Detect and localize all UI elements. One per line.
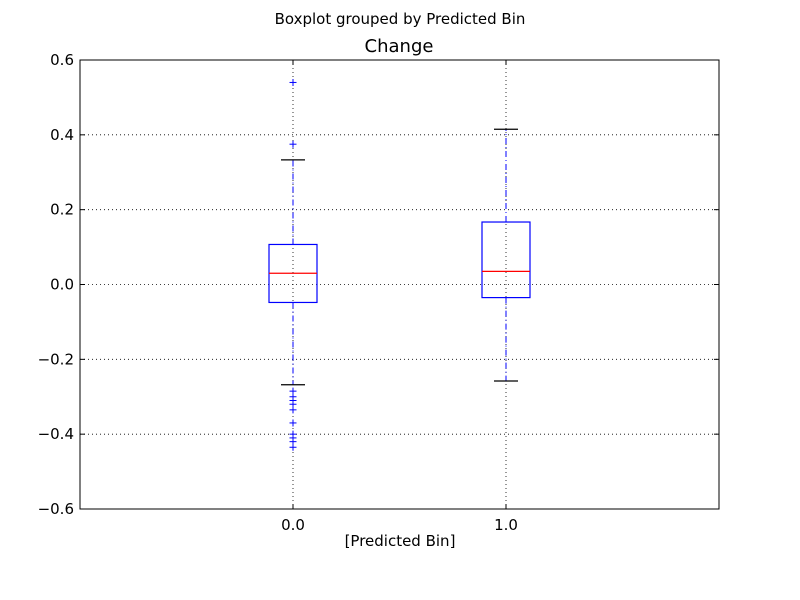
y-tick-label: 0.4	[50, 126, 74, 144]
box-group	[268, 78, 318, 451]
box-group	[481, 128, 531, 382]
chart-suptitle: Boxplot grouped by Predicted Bin	[275, 10, 526, 28]
plot-area-frame	[79, 59, 720, 510]
outlier-point	[289, 419, 297, 427]
outlier-point	[289, 406, 297, 414]
chart-title: Change	[365, 36, 434, 57]
y-tick-label: 0.6	[50, 51, 74, 69]
outlier-point	[289, 140, 297, 148]
y-tick-label: −0.6	[38, 500, 74, 518]
x-axis-label: [Predicted Bin]	[345, 532, 456, 550]
box-iqr	[481, 221, 531, 299]
x-tick-label: 1.0	[494, 516, 518, 534]
y-tick-label: 0.0	[50, 276, 74, 294]
boxes	[268, 78, 531, 451]
x-tick-label: 0.0	[281, 516, 305, 534]
grid	[80, 60, 719, 509]
y-tick-label: −0.2	[38, 350, 74, 368]
outlier-point	[289, 78, 297, 86]
y-tick-label: 0.2	[50, 201, 74, 219]
ticks: −0.6 −0.4 −0.2 0.0 0.2 0.4 0.6 0.0 1.0	[38, 51, 719, 534]
y-tick-label: −0.4	[38, 425, 74, 443]
outlier-point	[289, 443, 297, 451]
